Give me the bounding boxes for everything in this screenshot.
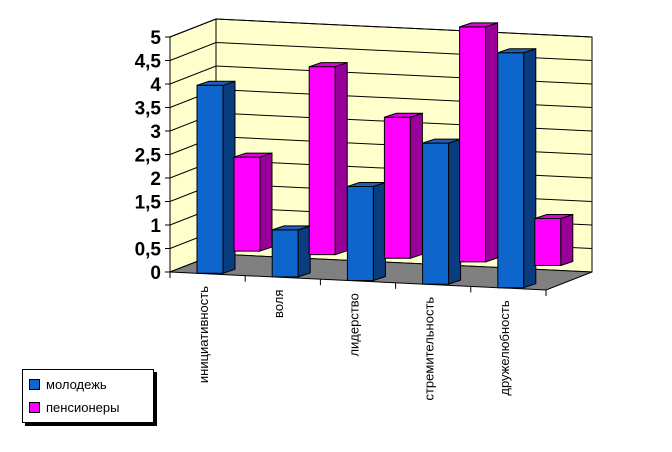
bar-pensioners-2 (308, 61, 348, 256)
bar-youth-5 (497, 47, 537, 289)
y-tick-label: 1,5 (135, 193, 162, 214)
y-tick-label: 3,5 (135, 99, 162, 120)
bar-top (497, 48, 536, 54)
bar-youth-4 (422, 138, 462, 285)
bar-top (534, 213, 573, 219)
bar-side (372, 181, 386, 282)
y-tick-label: 4,5 (135, 52, 162, 73)
x-category-label: воля (271, 290, 286, 318)
bar-side (523, 47, 537, 289)
bar-top (384, 112, 423, 118)
legend-item-youth: молодежь (29, 375, 107, 393)
bar-front (534, 217, 562, 266)
y-tick-label: 2 (150, 169, 161, 190)
bar-pensioners-4 (459, 22, 499, 263)
legend-item-pensioners: пенсионеры (29, 398, 119, 416)
y-tick-label: 3 (150, 122, 161, 143)
bar-front (271, 229, 299, 278)
y-tick-label: 1 (150, 216, 161, 237)
x-category-label: стремительность (422, 297, 437, 401)
y-tick-label: 0 (150, 263, 161, 284)
legend-label-youth: молодежь (46, 376, 107, 392)
bar-front (346, 185, 374, 281)
bar-youth-1 (196, 80, 236, 274)
bar-pensioners-1 (233, 152, 273, 252)
x-category-label: дружелюбность (497, 300, 512, 395)
x-axis: инициативность воля лидерство стремительнос… (169, 272, 547, 401)
bar-top (459, 22, 498, 28)
y-tick-label: 0,5 (135, 240, 162, 261)
legend-swatch-pensioners (29, 401, 40, 413)
bar-side (485, 22, 499, 263)
bar-pensioners-5 (534, 213, 574, 267)
bar-side (222, 80, 236, 274)
legend: молодежь пенсионеры (22, 369, 154, 423)
bar-side (297, 225, 311, 278)
bar-top (233, 152, 273, 158)
bar-front (308, 66, 336, 256)
bar-side (448, 138, 462, 285)
y-tick-label: 2,5 (135, 146, 162, 167)
bar-pensioners-3 (383, 112, 423, 259)
bar-front (233, 156, 261, 252)
bar-youth-2 (271, 225, 311, 278)
bar-front (383, 116, 411, 259)
y-tick-label: 4 (150, 75, 161, 96)
x-category-label: лидерство (346, 293, 361, 356)
bar-front (196, 84, 224, 274)
bar-youth-3 (346, 181, 386, 282)
bar-front (422, 142, 450, 285)
y-tick-label: 5 (150, 28, 161, 49)
bar-side (409, 112, 423, 259)
bar-top (309, 62, 348, 68)
legend-swatch-youth (29, 378, 40, 390)
bar-side (259, 152, 273, 252)
y-axis: 00,5 11,5 22,5 33,5 44,5 5 (135, 28, 171, 284)
x-category-label: инициативность (196, 286, 211, 383)
bar-side (560, 213, 574, 267)
legend-label-pensioners: пенсионеры (46, 399, 120, 415)
bar-front (459, 26, 487, 263)
bar-side (334, 61, 348, 256)
bar-top (196, 80, 236, 86)
bars (196, 22, 574, 289)
bar-front (497, 52, 525, 289)
